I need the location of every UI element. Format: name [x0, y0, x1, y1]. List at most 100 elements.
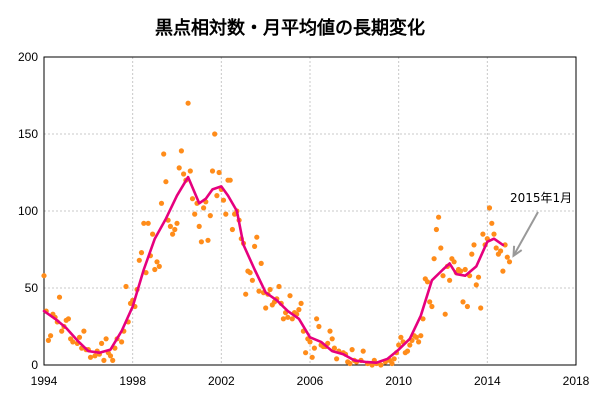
data-point: [469, 251, 475, 257]
data-point: [136, 257, 142, 263]
data-point: [216, 169, 222, 176]
data-point: [214, 193, 220, 199]
data-point: [347, 360, 353, 367]
data-point: [464, 303, 470, 310]
data-point: [178, 148, 184, 154]
annotation: 2015年1月: [510, 191, 572, 258]
data-point: [478, 305, 484, 311]
data-point: [331, 345, 337, 351]
data-point: [223, 211, 229, 217]
data-point: [138, 250, 145, 256]
data-point: [41, 273, 47, 279]
data-point: [307, 339, 313, 345]
data-point: [267, 286, 273, 293]
data-point: [119, 339, 125, 345]
data-point: [462, 266, 468, 273]
data-point: [280, 316, 286, 322]
data-point: [249, 277, 255, 283]
data-point: [158, 200, 165, 206]
data-point: [424, 279, 431, 285]
data-point: [480, 231, 486, 237]
data-point: [316, 323, 322, 330]
data-point: [176, 165, 182, 171]
y-tick-label: 200: [18, 50, 38, 64]
monthly-points: [41, 100, 513, 368]
data-point: [378, 362, 384, 368]
x-tick-label: 2018: [563, 374, 590, 388]
data-point: [189, 196, 196, 202]
data-point: [431, 256, 437, 262]
data-point: [491, 231, 497, 237]
data-point: [48, 333, 54, 339]
data-point: [56, 294, 63, 300]
annotation-arrow-head: [512, 245, 523, 258]
data-point: [329, 336, 335, 342]
data-point: [65, 316, 71, 322]
data-point: [220, 197, 227, 203]
data-point: [209, 168, 216, 174]
x-tick-label: 2010: [385, 374, 412, 388]
data-point: [436, 214, 442, 220]
data-point: [440, 273, 446, 279]
data-point: [486, 205, 493, 211]
data-point: [92, 353, 98, 359]
data-point: [493, 245, 499, 251]
plot-frame: [43, 56, 577, 366]
data-point: [163, 179, 169, 185]
data-point: [170, 231, 176, 237]
data-point: [99, 340, 105, 346]
data-point: [81, 328, 87, 334]
data-point: [303, 350, 309, 356]
data-point: [287, 293, 293, 299]
data-point: [161, 151, 167, 157]
data-point: [185, 100, 191, 106]
data-point: [196, 223, 202, 229]
data-point: [141, 220, 147, 226]
data-point: [76, 334, 83, 340]
y-tick-label: 50: [25, 281, 39, 295]
x-tick-label: 2006: [297, 374, 324, 388]
data-point: [314, 316, 320, 322]
data-point: [458, 268, 464, 274]
data-point: [298, 300, 304, 306]
data-point: [504, 254, 510, 260]
data-point: [212, 131, 218, 137]
data-point: [418, 333, 424, 339]
y-tick-label: 150: [18, 127, 38, 141]
data-point: [427, 299, 433, 305]
data-point: [103, 336, 109, 342]
data-point: [451, 259, 457, 265]
y-tick-label: 0: [31, 358, 38, 372]
data-point: [285, 314, 291, 320]
data-point: [207, 213, 213, 219]
data-point: [45, 337, 52, 343]
data-point: [276, 283, 282, 290]
data-point: [156, 263, 162, 269]
data-point: [258, 260, 264, 266]
data-point: [205, 237, 211, 243]
data-point: [398, 334, 404, 340]
data-point: [201, 205, 207, 211]
data-point: [475, 274, 482, 280]
data-point: [396, 342, 402, 348]
data-point: [500, 268, 506, 274]
data-point: [247, 270, 253, 276]
data-point: [198, 239, 204, 245]
x-tick-label: 2002: [208, 374, 235, 388]
chart-title: 黒点相対数・月平均値の長期変化: [155, 17, 425, 39]
x-tick-label: 1994: [31, 374, 58, 388]
data-point: [311, 345, 317, 351]
data-point: [389, 360, 395, 367]
data-point: [460, 299, 466, 305]
data-point: [309, 354, 315, 360]
data-point: [123, 283, 129, 290]
data-point: [433, 226, 439, 233]
data-point: [254, 234, 260, 240]
data-point: [145, 220, 151, 226]
data-point: [289, 316, 295, 322]
data-point: [489, 220, 495, 226]
annotation-label: 2015年1月: [510, 191, 572, 205]
data-point: [192, 211, 198, 217]
data-point: [498, 248, 504, 254]
data-point: [172, 226, 178, 233]
